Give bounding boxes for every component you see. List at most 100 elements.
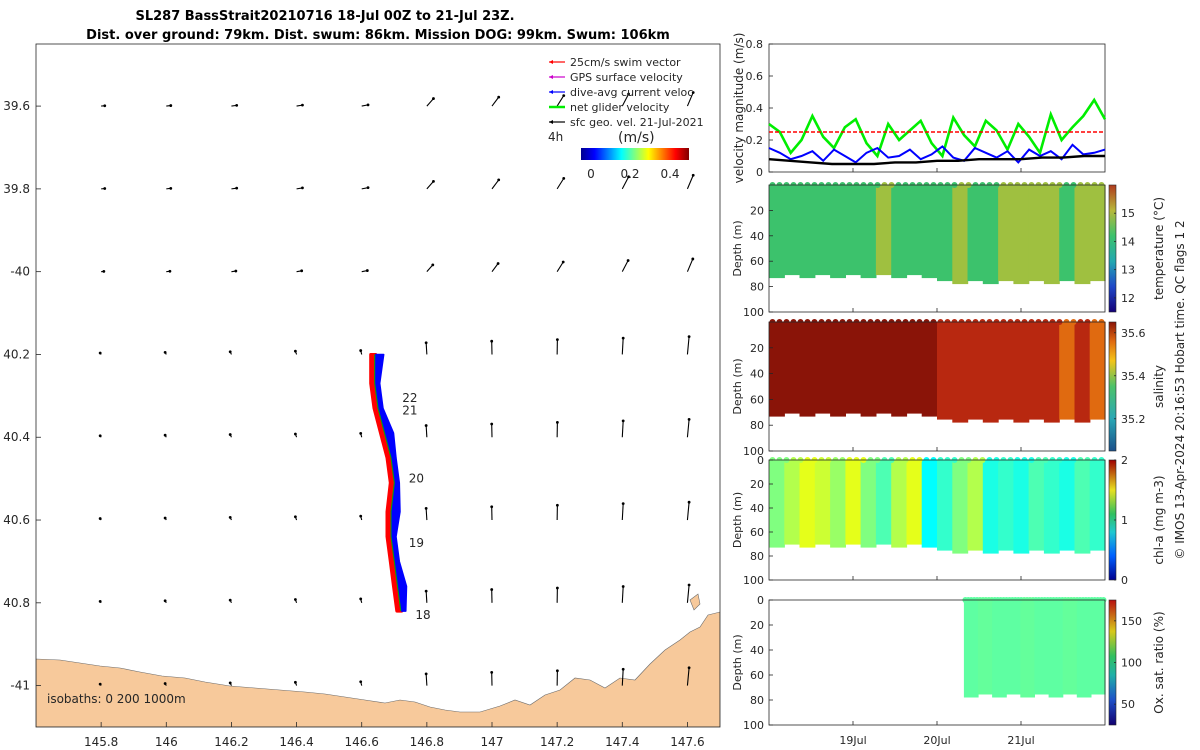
current-vector-head (687, 335, 691, 339)
current-vector (686, 667, 690, 686)
colorbar-tick-label: 100 (1121, 657, 1142, 670)
map-xtick-label: 147.6 (670, 735, 704, 749)
current-vector (621, 669, 624, 686)
current-vector-head (102, 270, 106, 273)
heatmap-column (952, 322, 969, 423)
colorbar-note: 4h (548, 130, 563, 144)
current-vector-head (293, 598, 297, 601)
colorbar-tick-label: 12 (1121, 292, 1135, 305)
current-vector-head (687, 666, 691, 670)
colorbar-label: Ox. sat. ratio (%) (1152, 611, 1166, 713)
current-vector-head (365, 269, 369, 272)
map-ytick-label: -40 (10, 265, 30, 279)
current-vector-head (626, 259, 630, 262)
heatmap-ytick-label: 60 (750, 255, 764, 268)
heatmap-column (814, 460, 831, 545)
current-vector-head (359, 680, 363, 684)
map-xtick-label: 147 (481, 735, 504, 749)
current-vector-head (561, 260, 565, 264)
heatmap-column (845, 322, 862, 414)
map-xtick-label: 147.2 (540, 735, 574, 749)
heatmap-column (906, 322, 923, 414)
heatmap-column (875, 185, 892, 276)
legend-item-net-glider-velocity: net glider velocity (549, 101, 670, 114)
heatmap-column (1043, 322, 1060, 423)
velocity-panel: 0 0.2 0.4 0.6 0.8 velocity magnitude (m/s) (732, 33, 1107, 183)
heatmap-column (1006, 600, 1021, 695)
heatmap-column (998, 322, 1014, 420)
colorbar-tick-label: 150 (1121, 615, 1142, 628)
heatmap-column (1089, 460, 1106, 551)
current-vector-head (366, 103, 370, 107)
current-vector-head (687, 418, 691, 421)
heatmap-column (1074, 460, 1091, 554)
heatmap-column (784, 185, 801, 276)
time-tick-label: 19Jul (839, 734, 866, 747)
heatmap-column (921, 460, 938, 548)
current-vector-head (490, 339, 494, 343)
current-vector-head (424, 341, 428, 345)
heatmap-ytick-label: 100 (743, 719, 764, 732)
current-vector-head (432, 179, 435, 183)
salinity-panel: 20 40 60 80 100 Depth (m) 35.2 35.4 35.6 salinity (731, 319, 1166, 458)
colorbar-tick-1: 0.2 (620, 167, 639, 181)
current-vector-head (300, 269, 304, 273)
heatmap-column (1028, 460, 1045, 551)
heatmap-column (860, 185, 877, 279)
heatmap-column (963, 600, 979, 698)
heatmap-ytick-label: 40 (750, 368, 764, 381)
current-vector-head (103, 187, 107, 190)
heatmap-ytick-label: 40 (750, 644, 764, 657)
colorbar-tick-label: 14 (1121, 235, 1135, 248)
heatmap-column (937, 185, 953, 282)
current-vector-head (98, 682, 102, 686)
heatmap-column (992, 600, 1007, 698)
colorbar-title: (m/s) (618, 130, 655, 146)
current-vector-head (621, 585, 625, 588)
heatmap-ytick-label: 40 (750, 230, 764, 243)
vel-ytick-label: 0.8 (746, 38, 764, 51)
current-vector-field (98, 91, 695, 686)
small-island (689, 593, 701, 611)
heatmap-colorbar (1108, 184, 1117, 313)
current-vector-head (98, 351, 102, 355)
current-vector (491, 96, 500, 107)
current-vector-head (168, 269, 172, 273)
heatmap-column (982, 322, 999, 423)
heatmap-ylabel: Depth (m) (731, 492, 744, 548)
map-legend: 25cm/s swim vector GPS surface velocity … (548, 56, 704, 181)
current-vector-head (691, 91, 695, 94)
current-vector-head (169, 104, 173, 107)
heatmap-column (982, 185, 999, 285)
colorbar-tick-2: 0.4 (660, 167, 679, 181)
current-vector-head (431, 263, 435, 267)
heatmap-column (937, 460, 953, 551)
map-xtick-label: 146.8 (410, 735, 444, 749)
day-marker-label: 21 (402, 403, 417, 417)
current-vector-head (555, 421, 559, 424)
heatmap-column (1028, 322, 1045, 420)
heatmap-column (875, 322, 892, 414)
current-vector-head (490, 505, 494, 509)
heatmap-column (1028, 185, 1045, 282)
current-vector-head (235, 186, 239, 190)
current-vector (686, 92, 694, 107)
heatmap-column (967, 185, 984, 282)
current-vector (686, 175, 694, 190)
current-vector (621, 420, 624, 438)
heatmap-column (921, 322, 938, 417)
svg-text:sfc geo. vel. 21-Jul-2021: sfc geo. vel. 21-Jul-2021 (570, 116, 704, 129)
current-vector (621, 503, 624, 521)
current-vector-head (293, 680, 297, 684)
current-vector-head (424, 424, 428, 427)
current-vector-head (687, 500, 691, 504)
current-vector-head (621, 667, 625, 671)
day-marker-label: 20 (409, 472, 424, 486)
colorbar-tick-label: 13 (1121, 264, 1135, 277)
current-vector-head (163, 682, 167, 685)
velocity-series-line-2 (768, 154, 1105, 166)
heatmap-column (860, 460, 877, 548)
heatmap-colorbar (1108, 321, 1117, 452)
